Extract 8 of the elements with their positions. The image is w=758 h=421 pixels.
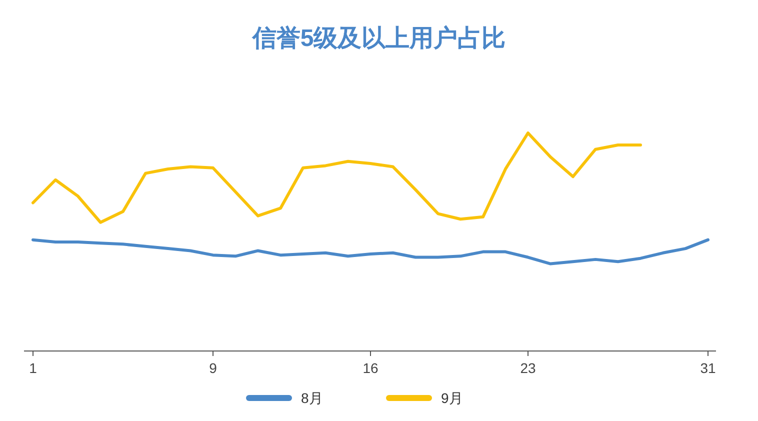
x-tick-label: 9	[209, 360, 218, 376]
chart-title: 信誉5级及以上用户占比	[251, 25, 506, 52]
x-tick-label: 1	[29, 360, 38, 376]
x-tick-label: 16	[362, 360, 378, 376]
legend-label: 9月	[441, 390, 463, 406]
legend-label: 8月	[301, 390, 323, 406]
x-tick-label: 23	[520, 360, 536, 376]
x-tick-label: 31	[700, 360, 716, 376]
